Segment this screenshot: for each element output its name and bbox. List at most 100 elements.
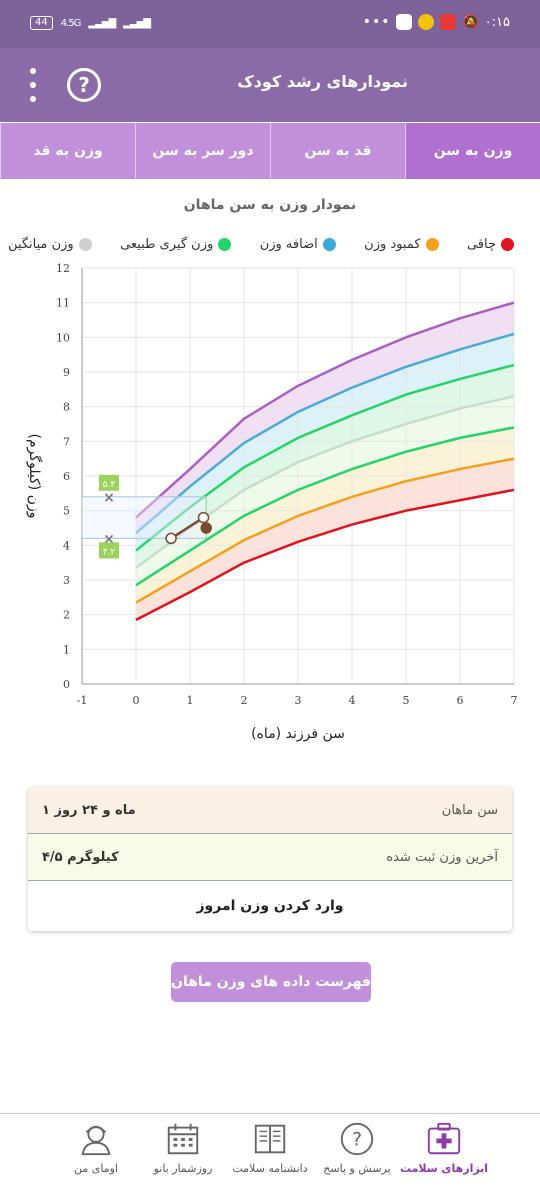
signal-icon-2: ▂▃▅▇ [123,17,151,29]
band-green [136,365,514,568]
bottom-navigation: ابزارهای سلامت ? پرسش و پاسخ دانشنامه سل… [0,1113,540,1200]
y-axis-label: وزن (کیلوگرم) [26,434,43,519]
band-gray [136,396,514,586]
series-line-orange [135,457,515,604]
nav-profile[interactable]: اومای من [56,1114,136,1200]
legend-label: چاقی [466,237,496,252]
more-notifications-icon: ••• [362,14,391,30]
legend-underweight[interactable]: کمبود وزن [364,237,439,252]
chart-title: نمودار وزن به سن ماهان [183,197,357,213]
signal-icon: ▂▃▅▇ [88,17,116,29]
tab-head-for-age[interactable]: دور سر به سن [135,123,270,179]
series-lines [135,301,515,621]
status-bar: 44 4.5G ▂▃▅▇ ▂▃▅▇ ••• 🔕 ۰:۱۵ [0,0,540,48]
encyclopedia-icon [254,1124,286,1154]
child-data-point [200,522,212,534]
weight-list-button[interactable]: فهرست داده های وزن ماهان [171,962,371,1002]
question-icon: ? [340,1122,374,1156]
band-green2 [136,427,514,603]
battery-icon: 44 [30,16,53,30]
legend-dot-icon [425,238,439,251]
profile-icon [81,1125,111,1156]
legend-normal[interactable]: وزن گیری طبیعی [120,237,232,252]
series-line-green2 [135,426,515,587]
nav-label: روزشمار بانو [153,1162,213,1175]
tab-weight-for-age[interactable]: وزن به سن [405,123,540,179]
weight-label: آخرین وزن ثبت شده [386,849,498,865]
svg-text:?: ? [352,1129,362,1151]
y-tick-label: 1 [63,643,70,656]
tab-weight-for-height[interactable]: وزن به قد [0,123,135,179]
health-kit-icon [427,1122,461,1155]
legend-obesity[interactable]: چاقی [467,237,514,252]
weight-value: ۴/۵ کیلوگرم [42,849,119,865]
legend-overweight[interactable]: اضافه وزن [260,237,336,252]
age-label: سن ماهان [441,802,498,818]
range-marker-high: × [103,490,115,506]
y-tick-label: 6 [63,470,70,483]
x-tick-label: 7 [511,694,518,707]
nav-calendar[interactable]: روزشمار بانو [143,1114,223,1200]
help-icon[interactable]: ? [67,68,101,102]
y-tick-label: 7 [63,435,70,448]
band-blue [136,333,514,551]
y-tick-label: 12 [56,262,70,275]
chart-tabs: وزن به سن قد به سن دور سر به سن وزن به ق… [0,123,540,179]
band-purple [136,302,514,534]
chrome-icon [418,14,435,30]
legend-average[interactable]: وزن میانگین [8,237,92,252]
y-tick-label: 2 [63,609,70,622]
child-data-point [165,532,177,545]
y-tick-label: 9 [63,366,70,379]
y-tick-label: 10 [56,331,70,344]
series-line-green [135,363,515,552]
series-line-red [135,488,515,621]
x-tick-label: 4 [349,694,356,707]
enter-weight-button[interactable]: وارد کردن وزن امروز [196,898,344,914]
y-tick-label: 0 [63,678,70,691]
status-right: ••• 🔕 ۰:۱۵ [363,14,510,30]
legend-label: کمبود وزن [364,237,421,252]
clock: ۰:۱۵ [484,14,510,30]
nav-questions[interactable]: ? پرسش و پاسخ [317,1114,397,1200]
nav-encyclopedia[interactable]: دانشنامه سلامت [230,1114,310,1200]
play-store-icon [396,14,413,30]
network-label: 4.5G [60,17,82,29]
band-fills [136,302,514,620]
series-line-blue [135,332,515,535]
overflow-menu-icon[interactable] [26,68,40,102]
legend-dot-icon [500,238,514,251]
x-tick-label: 3 [295,694,302,707]
series-line-purple [135,301,515,519]
nav-label: دانشنامه سلامت [232,1162,308,1175]
legend-label: اضافه وزن [259,237,318,252]
range-marker-low: × [103,531,115,547]
status-left: 44 4.5G ▂▃▅▇ ▂▃▅▇ [30,16,151,30]
calendar-icon [167,1123,199,1155]
y-tick-label: 8 [63,401,70,414]
mute-bell-icon: 🔕 [462,14,479,30]
range-label-high: ۵.۴ [103,480,116,490]
range-box [82,496,207,539]
x-tick-label: 6 [457,694,464,707]
y-tick-label: 3 [63,574,70,587]
info-card: ۱ ماه و ۲۴ روز سن ماهان ۴/۵ کیلوگرم آخری… [28,787,512,931]
x-tick-label: 1 [187,694,194,707]
chart-legend: چاقی کمبود وزن اضافه وزن وزن گیری طبیعی … [8,237,514,252]
band-orange [136,458,514,620]
nav-health-tools[interactable]: ابزارهای سلامت [400,1114,488,1200]
age-value: ۱ ماه و ۲۴ روز [42,802,136,818]
grid-lines [81,267,515,685]
legend-label: وزن میانگین [8,237,74,252]
nav-label: اومای من [74,1162,118,1175]
y-tick-label: 5 [63,505,70,518]
page-title: نمودارهای رشد کودک [237,72,408,91]
range-label-low: ۴.۲ [103,547,116,557]
app-bar: ? نمودارهای رشد کودک [0,48,540,122]
weight-row: ۴/۵ کیلوگرم آخرین وزن ثبت شده [28,834,512,881]
legend-label: وزن گیری طبیعی [120,237,214,252]
tab-height-for-age[interactable]: قد به سن [270,123,405,179]
news-app-icon [440,14,457,30]
